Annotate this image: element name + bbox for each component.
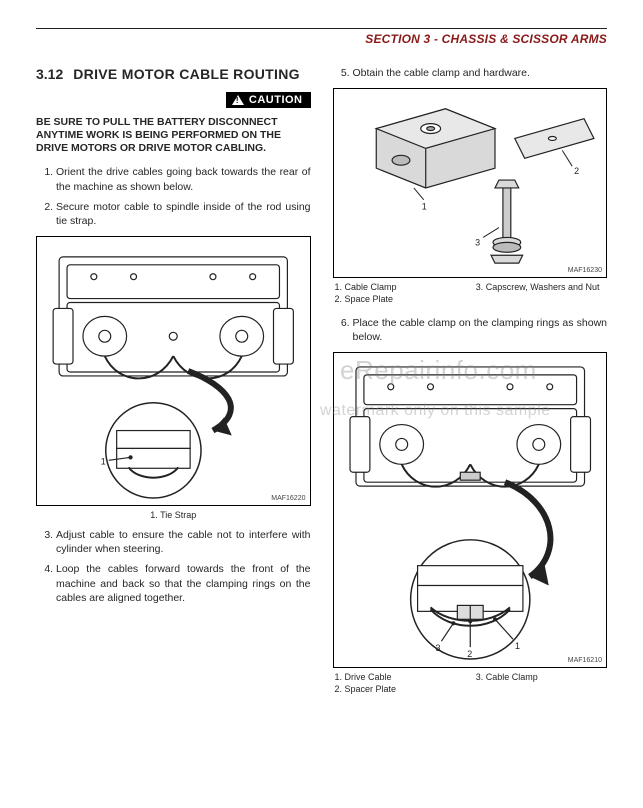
figure-clamp-hardware: 1 2 3 MAF16230 — [333, 88, 608, 278]
section-header: SECTION 3 - CHASSIS & SCISSOR ARMS — [36, 32, 607, 46]
figure-id-3: MAF16210 — [568, 657, 602, 664]
fig1-callout-1: 1 — [101, 456, 106, 466]
fig3-callout-3: 3 — [435, 643, 440, 653]
heading-number: 3.12 — [36, 66, 63, 82]
legend-2-1: 1. Cable Clamp — [335, 282, 466, 294]
figure-clamp-on-rings: 3 2 1 MAF16210 — [333, 352, 608, 668]
legend-3-3: 3. Cable Clamp — [476, 672, 607, 684]
figure-tie-strap-svg: 1 — [37, 237, 310, 505]
legend-3-2: 2. Spacer Plate — [335, 684, 466, 696]
step-5-list: Obtain the cable clamp and hardware. — [333, 66, 608, 80]
warning-icon — [232, 95, 244, 105]
figure-id-2: MAF16230 — [568, 267, 602, 274]
figure-tie-strap: 1 MAF16220 — [36, 236, 311, 506]
legend-2-2: 2. Space Plate — [335, 294, 466, 306]
right-column: Obtain the cable clamp and hardware. — [333, 66, 608, 705]
header-rule — [36, 28, 607, 29]
figure-3-legend: 1. Drive Cable 3. Cable Clamp 2. Spacer … — [335, 672, 608, 695]
figure-clamp-hardware-svg: 1 2 3 — [334, 89, 607, 277]
steps-3-4: Adjust cable to ensure the cable not to … — [36, 528, 311, 605]
fig2-callout-3: 3 — [475, 238, 480, 248]
step-6-list: Place the cable clamp on the clamping ri… — [333, 316, 608, 344]
steps-1-2: Orient the drive cables going back towar… — [36, 165, 311, 228]
step-3: Adjust cable to ensure the cable not to … — [56, 528, 311, 556]
left-column: 3.12 DRIVE MOTOR CABLE ROUTING CAUTION B… — [36, 66, 311, 705]
heading-title: DRIVE MOTOR CABLE ROUTING — [73, 66, 300, 82]
legend-2-3: 3. Capscrew, Washers and Nut — [476, 282, 607, 294]
figure-2-legend: 1. Cable Clamp 3. Capscrew, Washers and … — [335, 282, 608, 305]
fig3-callout-2: 2 — [467, 649, 472, 659]
fig3-callout-1: 1 — [514, 641, 519, 651]
legend-3-1: 1. Drive Cable — [335, 672, 466, 684]
caution-badge-wrap: CAUTION — [36, 92, 311, 110]
caution-text: BE SURE TO PULL THE BATTERY DISCONNECT A… — [36, 116, 311, 155]
step-4: Loop the cables forward towards the fron… — [56, 562, 311, 605]
figure-caption-1: 1. Tie Strap — [36, 510, 311, 520]
figure-clamp-on-rings-svg: 3 2 1 — [334, 353, 607, 667]
caution-badge: CAUTION — [226, 92, 311, 108]
figure-id-1: MAF16220 — [271, 495, 305, 502]
step-6: Place the cable clamp on the clamping ri… — [353, 316, 608, 344]
step-5: Obtain the cable clamp and hardware. — [353, 66, 608, 80]
caution-label: CAUTION — [249, 94, 303, 106]
page-columns: 3.12 DRIVE MOTOR CABLE ROUTING CAUTION B… — [36, 66, 607, 705]
heading: 3.12 DRIVE MOTOR CABLE ROUTING — [36, 66, 311, 82]
step-1: Orient the drive cables going back towar… — [56, 165, 311, 193]
fig2-callout-1: 1 — [421, 202, 426, 212]
step-2: Secure motor cable to spindle inside of … — [56, 200, 311, 228]
fig2-callout-2: 2 — [574, 166, 579, 176]
